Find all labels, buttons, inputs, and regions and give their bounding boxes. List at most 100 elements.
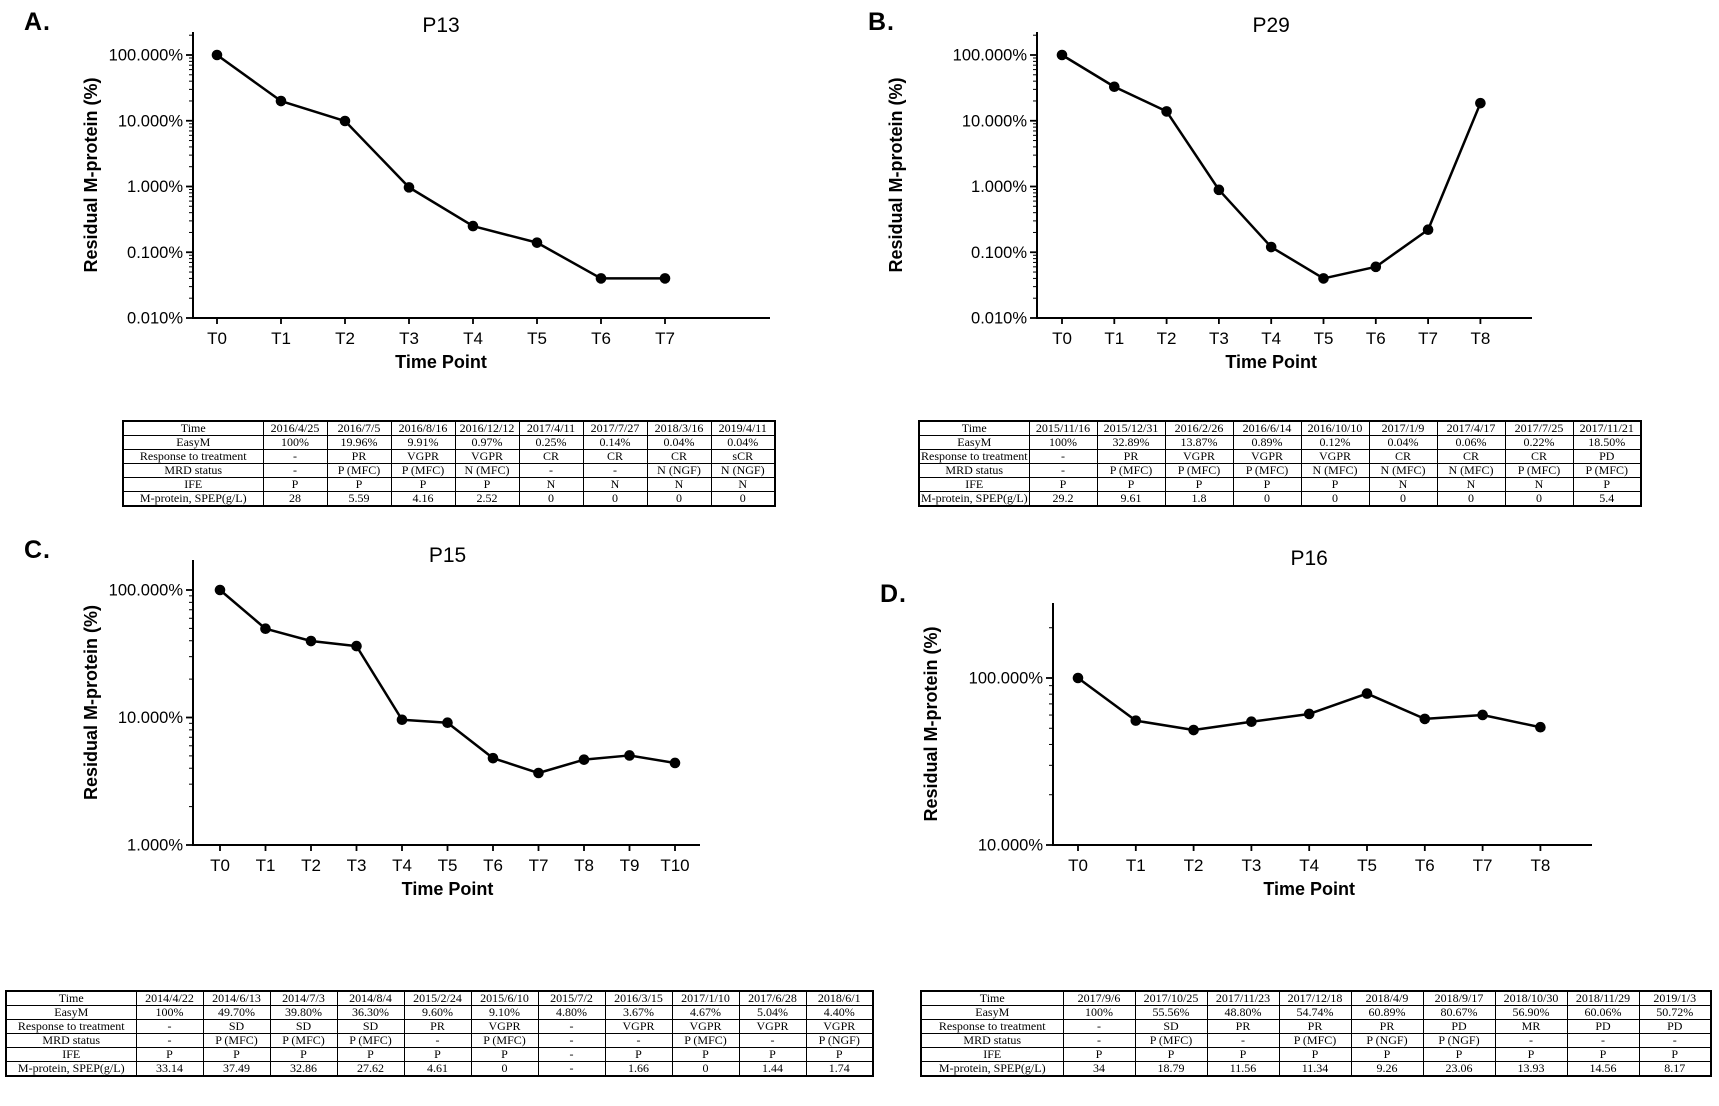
row-header: MRD status [918,463,1030,478]
x-tick-label: T3 [1209,329,1229,348]
table-cell: PR [326,449,392,464]
x-tick-label: T6 [483,856,503,875]
table-cell: P [403,1047,472,1062]
table-cell: 4.61 [403,1061,472,1077]
table-cell: P (MFC) [1278,1033,1352,1048]
data-point [275,95,287,107]
table-cell: 32.89% [1096,435,1166,450]
row-header: Time [122,420,264,436]
table-cell: - [604,1033,673,1048]
table-cell: 2018/4/9 [1350,990,1424,1006]
table-cell: N (NGF) [710,463,776,478]
table-cell: P [1096,477,1166,492]
table-cell: 29.2 [1028,491,1098,507]
table-cell: P [1566,1047,1640,1062]
table-cell: - [582,463,648,478]
table-cell: 55.56% [1134,1005,1208,1020]
table-cell: - [135,1019,204,1034]
table-cell: N (MFC) [454,463,520,478]
table-cell: P [1062,1047,1136,1062]
table-cell: N (MFC) [1368,463,1438,478]
table-cell: 2017/12/18 [1278,990,1352,1006]
x-tick-label: T8 [1470,329,1490,348]
table-cell: 3.67% [604,1005,673,1020]
table-cell: 0.97% [454,435,520,450]
table-cell: P [1232,477,1302,492]
table-cell: 80.67% [1422,1005,1496,1020]
table-cell: 13.93 [1494,1061,1568,1077]
x-tick-label: T3 [399,329,419,348]
table-row: IFE P P P P P P - P P P P [5,1047,874,1062]
table-cell: P [454,477,520,492]
row-header: M-protein, SPEP(g/L) [122,491,264,507]
table-cell: 2018/9/17 [1422,990,1496,1006]
x-tick-label: T7 [1473,856,1493,875]
table-cell: - [537,1047,606,1062]
data-point [1265,241,1277,253]
row-header: M-protein, SPEP(g/L) [920,1061,1064,1077]
table-cell: 2016/8/16 [390,420,456,436]
table-cell: 0 [470,1061,539,1077]
table-p16: Time 2017/9/6 2017/10/25 2017/11/23 2017/12/… [920,990,1712,1077]
table-cell: N [582,477,648,492]
table-cell: 100% [1062,1005,1136,1020]
table-cell: 2016/3/15 [604,990,673,1006]
data-point [403,182,415,193]
table-cell: P (MFC) [269,1033,338,1048]
table-cell: - [1494,1033,1568,1048]
data-point [305,635,317,647]
table-row: EasyM 100% 49.70% 39.80% 36.30% 9.60% 9.10% 4.8… [5,1005,874,1020]
table-row: IFE P P P P N N N N [122,477,776,492]
table-cell: 33.14 [135,1061,204,1077]
table-cell: 49.70% [202,1005,271,1020]
table-row: MRD status - P (MFC) P (MFC) N (MFC) - - N (NGF… [122,463,776,478]
table-cell: 4.16 [390,491,456,507]
table-row: Time 2015/11/16 2015/12/31 2016/2/26 2016/6/… [918,420,1642,436]
table-cell: 2014/6/13 [202,990,271,1006]
x-axis-label: Time Point [1225,352,1317,372]
table-row: MRD status - P (MFC) P (MFC) P (MFC) - P (MFC)… [5,1033,874,1048]
chart-p15: P15 100.000% 10.000% 1.000% T0 T1 T2 T3 T4 T5 T6 T7… [81,544,700,899]
data-point [339,115,351,127]
table-cell: 0.04% [710,435,776,450]
table-row: M-protein, SPEP(g/L) 34 18.79 11.56 11.34 9.2… [920,1061,1712,1077]
table-cell: P [326,477,392,492]
table-cell: P (MFC) [1134,1033,1208,1048]
data-point [1056,49,1068,61]
table-cell: SD [1134,1019,1208,1034]
data-point [531,237,543,248]
table-row: Time 2017/9/6 2017/10/25 2017/11/23 2017/12/… [920,990,1712,1006]
table-cell: CR [646,449,712,464]
table-cell: SD [336,1019,405,1034]
row-header: Response to treatment [122,449,264,464]
table-cell: 2017/7/25 [1504,420,1574,436]
row-header: Time [918,420,1030,436]
table-cell: VGPR [738,1019,807,1034]
panel-c: C. P15 100.000% 10.000% 1.000% T0 T1 T2 T3 T4 T5 T… [0,530,874,1106]
table-cell: 18.50% [1572,435,1642,450]
table-cell: 2018/6/1 [805,990,874,1006]
panel-letter-c: C. [24,536,51,564]
data-point [1303,708,1315,720]
table-row: M-protein, SPEP(g/L) 28 5.59 4.16 2.52 0 0 0 0 [122,491,776,507]
table-cell: 0 [582,491,648,507]
chart-title: P29 [1253,14,1290,37]
x-tick-label: T1 [1104,329,1124,348]
table-cell: 50.72% [1638,1005,1712,1020]
table-cell: 100% [135,1005,204,1020]
x-tick-label: T2 [1184,856,1204,875]
table-cell: PD [1638,1019,1712,1034]
data-point [578,754,590,765]
table-cell: - [1028,463,1098,478]
row-header: Response to treatment [918,449,1030,464]
table-row: Time 2014/4/22 2014/6/13 2014/7/3 2014/8/4 20… [5,990,874,1006]
table-cell: 13.87% [1164,435,1234,450]
table-cell: CR [1436,449,1506,464]
row-header: IFE [5,1047,137,1062]
table-cell: CR [1504,449,1574,464]
table-cell: VGPR [604,1019,673,1034]
table-cell: P (MFC) [1096,463,1166,478]
table-cell: 2017/10/25 [1134,990,1208,1006]
table-cell: 2017/6/28 [738,990,807,1006]
